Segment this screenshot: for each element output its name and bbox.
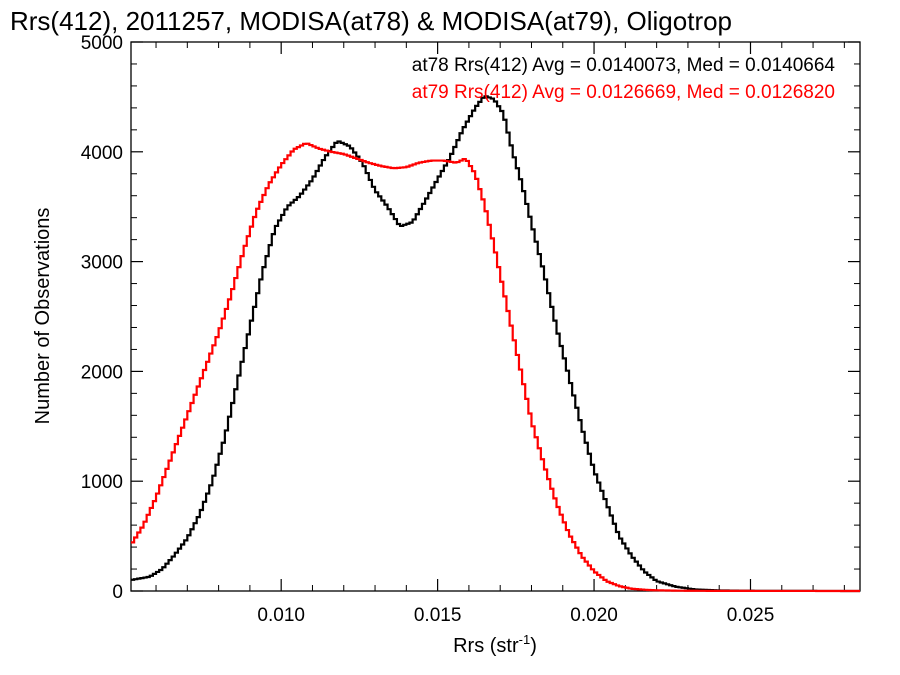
plot-frame — [130, 41, 861, 592]
x-axis-label: Rrs (str-1) — [453, 632, 537, 657]
series-line-at78 — [131, 95, 860, 593]
x-tick-label: 0.015 — [414, 605, 462, 626]
y-tick-label: 1000 — [81, 472, 123, 493]
legend-entry-at78: at78 Rrs(412) Avg = 0.0140073, Med = 0.0… — [412, 55, 836, 76]
legend-entry-at79: at79 Rrs(412) Avg = 0.0126669, Med = 0.0… — [412, 82, 835, 103]
y-tick-label: 3000 — [81, 253, 123, 274]
y-tick-label: 2000 — [81, 362, 123, 383]
series-line-at79 — [131, 142, 860, 593]
x-axis-label-superscript: -1 — [519, 632, 531, 647]
axis-ticks: 0.010 0.015 0.020 0.025 0 1000 2000 3000 4000 500… — [81, 33, 860, 626]
series-lines — [131, 95, 860, 593]
y-tick-label: 0 — [112, 582, 123, 603]
legend: at78 Rrs(412) Avg = 0.0140073, Med = 0.0… — [412, 55, 836, 103]
x-tick-label: 0.010 — [257, 605, 305, 626]
x-axis-label-main: Rrs (str — [453, 635, 519, 657]
x-tick-label: 0.020 — [570, 605, 618, 626]
x-tick-label: 0.025 — [727, 605, 775, 626]
y-tick-label: 4000 — [81, 143, 123, 164]
y-tick-label: 5000 — [81, 33, 123, 54]
chart-title: Rrs(412), 2011257, MODISA(at78) & MODISA… — [10, 6, 732, 36]
x-axis-label-close: ) — [530, 635, 537, 657]
y-axis-label: Number of Observations — [32, 208, 54, 425]
